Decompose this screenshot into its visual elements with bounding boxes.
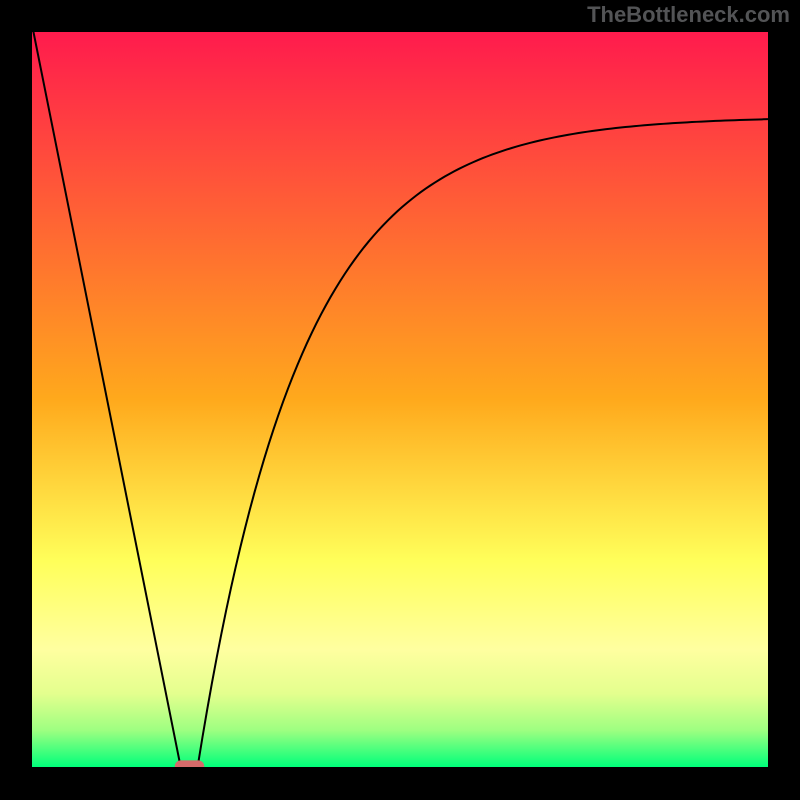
chart-background <box>32 32 768 767</box>
attribution-text: TheBottleneck.com <box>587 2 790 28</box>
minimum-marker <box>175 760 204 767</box>
chart-canvas <box>32 32 768 767</box>
